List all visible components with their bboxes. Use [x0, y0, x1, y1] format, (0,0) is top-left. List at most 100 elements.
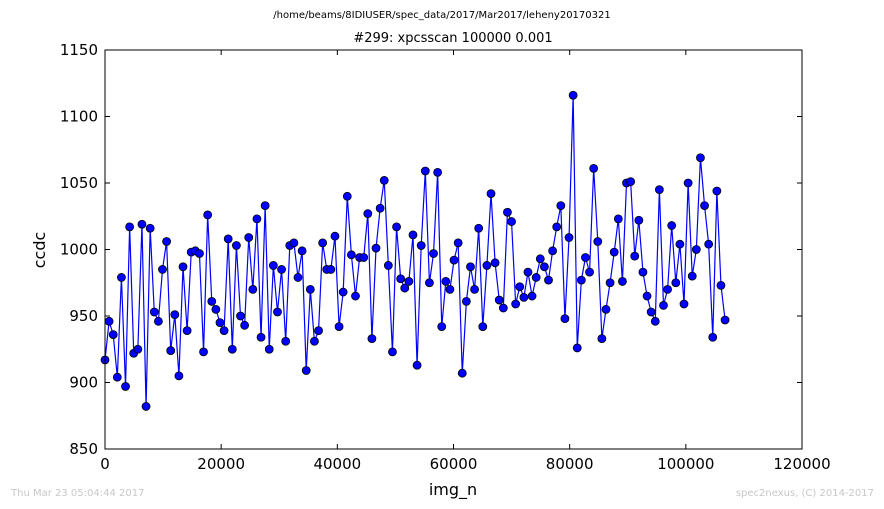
data-point — [133, 344, 143, 354]
y-tick: 900 — [69, 374, 802, 392]
y-tick-label: 1000 — [60, 241, 98, 259]
data-point — [519, 292, 529, 302]
y-tick: 1100 — [60, 108, 802, 126]
data-point — [461, 296, 471, 306]
data-point — [482, 261, 492, 270]
data-point — [256, 332, 266, 342]
data-point — [334, 322, 344, 332]
data-point — [318, 238, 328, 248]
data-point — [478, 322, 488, 332]
data-point — [626, 177, 636, 187]
data-point — [441, 277, 451, 286]
data-point — [314, 326, 323, 336]
x-tick: 60000 — [430, 50, 478, 473]
data-point — [716, 281, 726, 290]
data-point — [141, 402, 151, 411]
data-point — [219, 326, 229, 336]
data-point — [248, 284, 258, 294]
y-tick: 1150 — [60, 41, 802, 59]
data-point — [609, 247, 619, 257]
data-point — [301, 366, 311, 375]
footer-credit: spec2nexus, (C) 2014-2017 — [735, 488, 874, 499]
x-tick-label: 20000 — [197, 455, 245, 473]
data-point — [503, 207, 512, 217]
data-point — [511, 299, 521, 309]
data-point — [585, 267, 594, 277]
data-point — [490, 258, 500, 268]
data-point — [466, 262, 475, 272]
data-point — [178, 262, 188, 272]
data-point — [359, 253, 369, 262]
data-point — [445, 284, 455, 294]
y-tick-label: 850 — [69, 440, 98, 458]
data-point — [227, 344, 237, 354]
data-point — [396, 274, 406, 284]
data-point — [166, 346, 176, 355]
data-point — [568, 90, 578, 100]
data-point — [305, 284, 315, 294]
data-point — [618, 277, 627, 286]
data-point — [494, 295, 504, 305]
data-point — [416, 241, 426, 250]
data-point — [564, 233, 574, 242]
x-tick: 80000 — [546, 50, 594, 473]
data-point — [515, 282, 525, 292]
data-point — [486, 189, 496, 199]
series-line — [104, 95, 726, 407]
data-point — [346, 250, 356, 260]
data-point — [531, 273, 541, 282]
x-tick-label: 80000 — [546, 455, 594, 473]
data-point — [671, 278, 681, 288]
data-point — [293, 273, 303, 282]
x-tick: 20000 — [197, 50, 245, 473]
data-point — [375, 203, 385, 213]
x-tick: 120000 — [773, 50, 831, 473]
data-point — [429, 249, 438, 258]
data-point — [412, 360, 422, 370]
data-point — [675, 239, 685, 249]
data-point — [104, 316, 114, 326]
data-point — [453, 238, 463, 248]
data-point — [457, 368, 467, 378]
data-point — [527, 291, 537, 301]
data-point — [371, 243, 381, 253]
chart-suptitle: /home/beams/8IDIUSER/spec_data/2017/Mar2… — [273, 10, 610, 21]
y-tick: 950 — [69, 307, 802, 325]
data-point — [712, 186, 722, 196]
data-point — [634, 215, 644, 225]
data-point — [638, 267, 648, 277]
x-tick-label: 120000 — [773, 455, 830, 473]
data-point — [244, 233, 254, 242]
data-point — [576, 275, 586, 285]
data-point — [264, 344, 274, 354]
y-axis-label: ccdc — [30, 232, 49, 269]
data-point — [223, 234, 233, 244]
data-point — [539, 262, 549, 272]
data-point — [268, 261, 278, 270]
y-tick-label: 900 — [69, 374, 98, 392]
data-point — [474, 223, 484, 233]
data-point — [470, 284, 479, 294]
data-point — [696, 153, 705, 163]
data-point — [195, 249, 204, 258]
data-point — [425, 278, 434, 288]
data-point — [642, 291, 652, 301]
data-point — [708, 332, 718, 342]
data-point — [330, 231, 340, 241]
data-point — [667, 221, 677, 230]
data-point — [383, 261, 393, 270]
data-point — [211, 304, 221, 314]
data-point — [593, 237, 603, 246]
x-tick-label: 40000 — [313, 455, 361, 473]
x-tick-label: 100000 — [657, 455, 714, 473]
data-point — [630, 251, 640, 261]
x-tick: 40000 — [313, 50, 361, 473]
data-point — [108, 330, 118, 340]
data-point — [572, 343, 582, 353]
x-tick-label: 60000 — [430, 455, 478, 473]
data-point — [544, 275, 553, 285]
data-point — [388, 347, 397, 357]
data-point — [174, 371, 184, 381]
data-point — [581, 253, 590, 262]
